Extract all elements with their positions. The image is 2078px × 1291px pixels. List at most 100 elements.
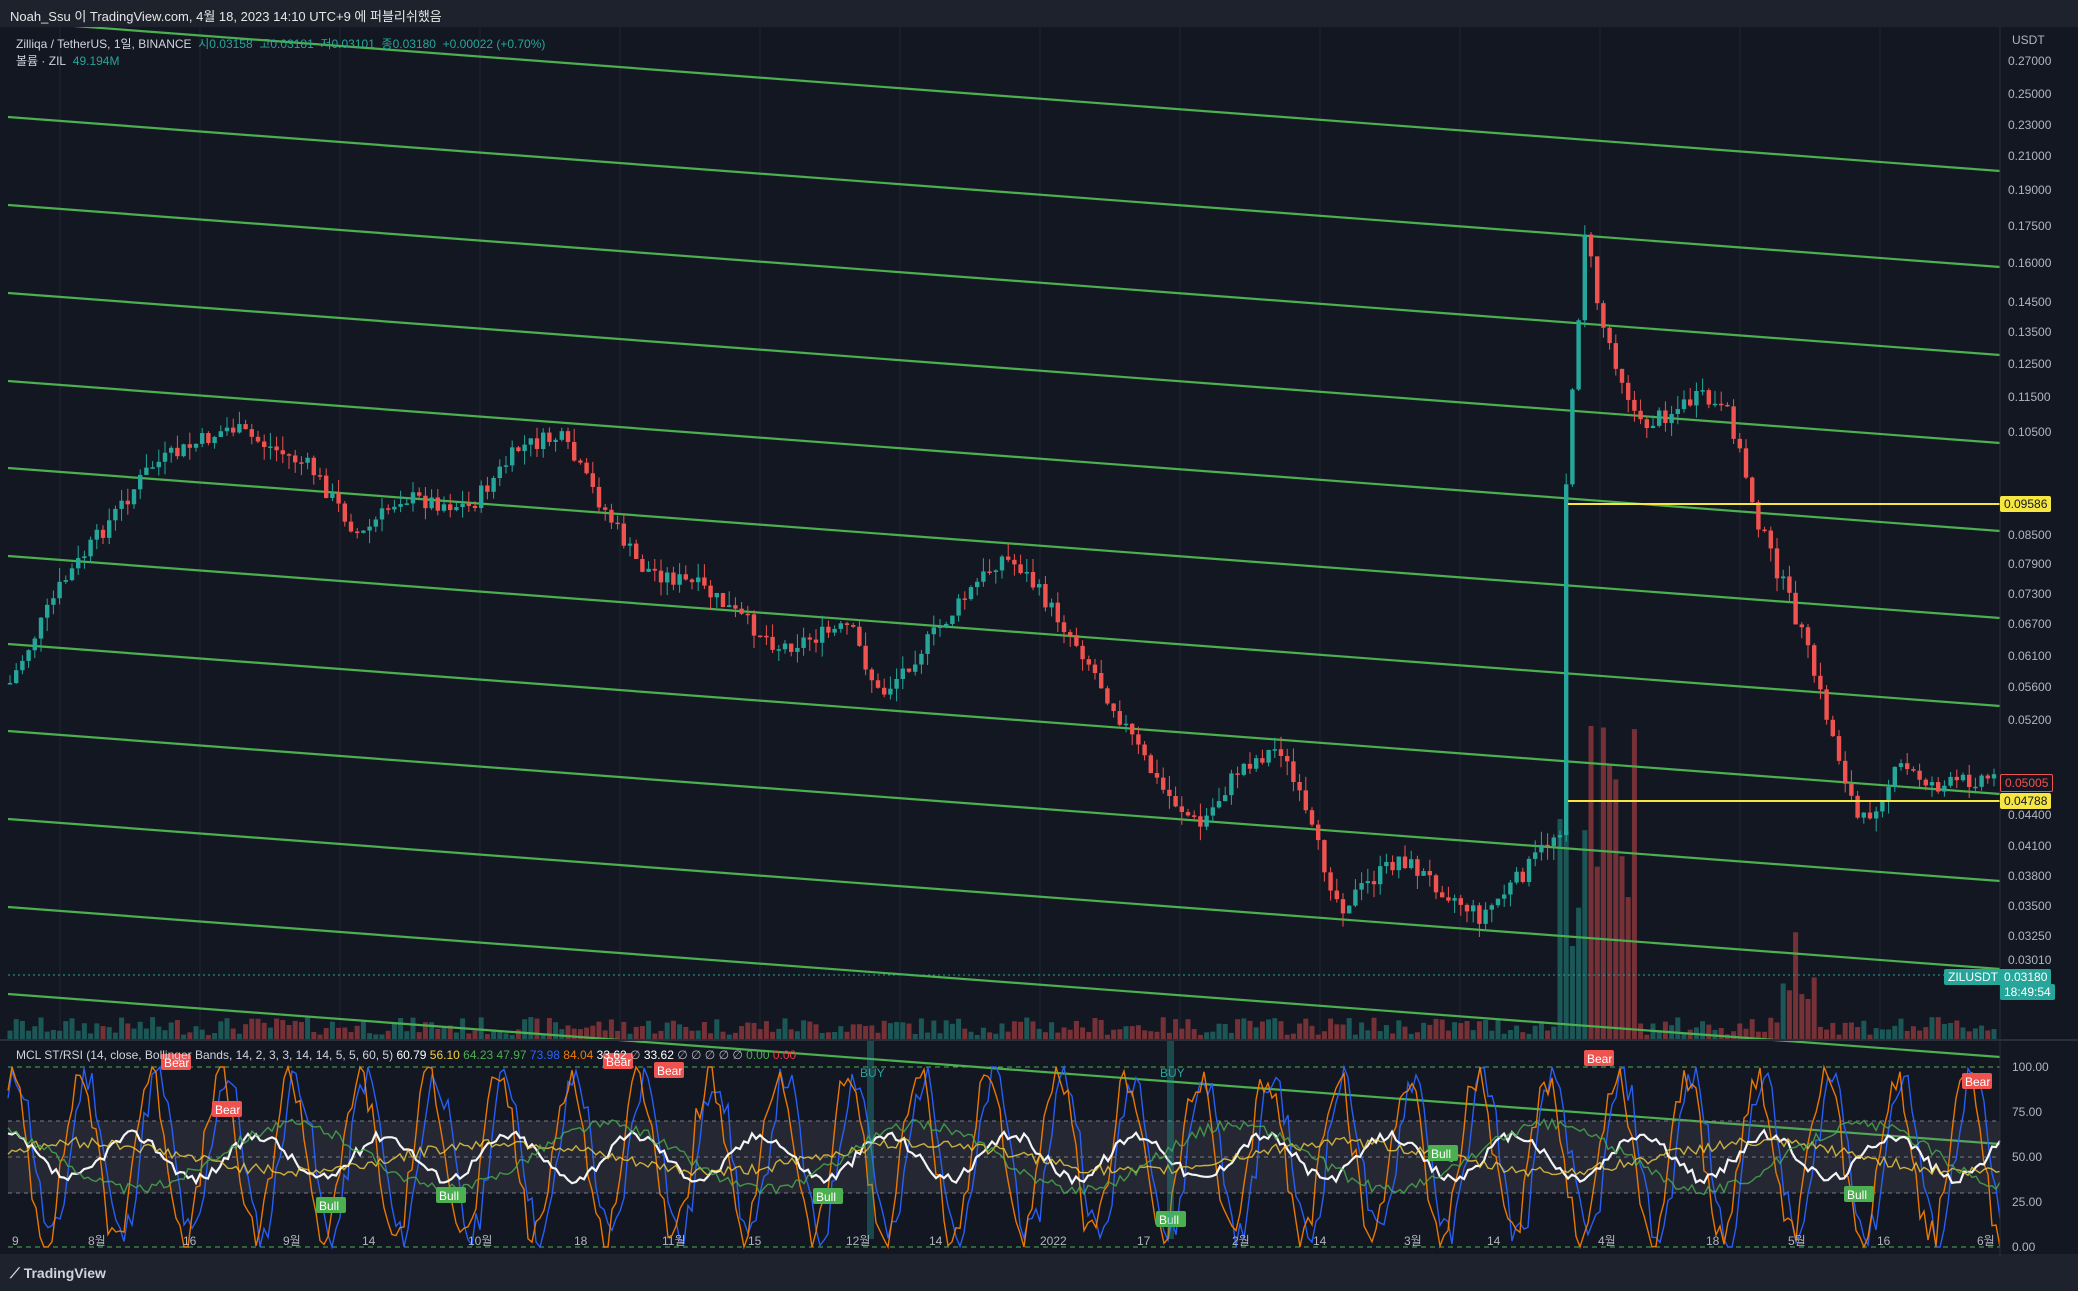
- candle-body: [63, 580, 68, 582]
- volume-bar: [274, 1018, 280, 1039]
- price-chart[interactable]: Bear Bear Bear Bear Bear Bear Bull Bull Bull Bull…: [0, 27, 2078, 1256]
- price-tick: 0.27000: [2008, 54, 2052, 68]
- candle-body: [1278, 749, 1284, 756]
- channel-line: [7, 817, 2001, 971]
- volume-bar: [1166, 1032, 1172, 1039]
- candle-body: [962, 598, 967, 600]
- volume-bar: [788, 1029, 794, 1039]
- candle-body: [1570, 389, 1575, 485]
- candle-body: [1142, 744, 1147, 756]
- volume-bar: [801, 1020, 807, 1039]
- volume-bar: [677, 1024, 683, 1039]
- volume-legend[interactable]: 볼륨 · ZIL 49.194M: [16, 52, 119, 69]
- volume-bar: [1173, 1019, 1179, 1039]
- volume-bar: [1030, 1021, 1036, 1039]
- candle-body: [1663, 410, 1668, 424]
- volume-bar: [720, 1031, 726, 1039]
- volume-bar: [491, 1029, 497, 1039]
- candle-body: [1359, 883, 1364, 890]
- volume-bar: [1824, 1029, 1830, 1039]
- candle-body: [634, 543, 639, 559]
- candle-body: [795, 647, 800, 652]
- volume-bar: [1297, 1023, 1303, 1039]
- volume-bar: [1439, 1019, 1445, 1039]
- volume-bar: [590, 1025, 596, 1039]
- candle-body: [1061, 622, 1067, 633]
- volume-bar: [714, 1019, 720, 1039]
- volume-bar: [621, 1021, 627, 1039]
- volume-bar: [1371, 1017, 1377, 1039]
- buy-signal-bar: [867, 1039, 874, 1239]
- volume-bar: [106, 1027, 112, 1039]
- candle-body: [293, 455, 298, 463]
- volume-bar: [1879, 1029, 1885, 1039]
- symbol-legend[interactable]: Zilliqa / TetherUS, 1일, BINANCE 시0.03158…: [16, 35, 545, 52]
- volume-bar: [1241, 1018, 1247, 1039]
- bull-signal-label: Bull: [816, 1190, 836, 1204]
- candle-body: [1564, 484, 1569, 836]
- candle-body: [572, 442, 577, 461]
- volume-bar: [1216, 1023, 1222, 1039]
- volume-bar: [943, 1020, 949, 1039]
- time-tick: 14: [1313, 1234, 1327, 1248]
- price-tick: 0.19000: [2008, 183, 2052, 197]
- volume-bar: [1495, 1020, 1501, 1039]
- candle-body: [1136, 734, 1141, 745]
- publish-note: Noah_Ssu 이 TradingView.com, 4월 18, 2023 …: [10, 9, 442, 24]
- candle-body: [1037, 584, 1042, 588]
- candle-body: [987, 571, 992, 573]
- volume-bar: [1817, 1026, 1823, 1039]
- volume-bar: [156, 1026, 162, 1039]
- volume-bar: [869, 1025, 875, 1039]
- candle-body: [7, 682, 13, 685]
- candle-body: [1973, 786, 1978, 789]
- price-tick: 0.03250: [2008, 929, 2052, 943]
- candle-body: [708, 585, 713, 598]
- indicator-legend[interactable]: MCL ST/RSI (14, close, Bollinger Bands, …: [16, 1048, 796, 1062]
- candle-body: [621, 523, 626, 546]
- candle-body: [820, 626, 825, 643]
- rsi-line: [7, 1128, 2001, 1186]
- volume-bar: [993, 1033, 999, 1039]
- candle-body: [32, 638, 37, 651]
- candle-body: [1843, 760, 1848, 784]
- candle-body: [1489, 905, 1494, 910]
- volume-bar: [528, 1017, 534, 1039]
- candle-body: [683, 574, 688, 580]
- candle-body: [1948, 776, 1953, 786]
- candle-body: [1204, 815, 1209, 827]
- candle-body: [1582, 234, 1587, 321]
- candle-body: [1514, 871, 1519, 883]
- candle-body: [745, 613, 750, 616]
- candle-body: [1173, 796, 1178, 807]
- time-tick: 14: [929, 1234, 943, 1248]
- candle-body: [1477, 905, 1482, 924]
- candle-body: [950, 615, 955, 624]
- candle-body: [1979, 775, 1984, 787]
- volume-bar: [1638, 1023, 1644, 1039]
- candle-body: [528, 438, 533, 445]
- candle-body: [1440, 892, 1445, 898]
- volume-bar: [844, 1031, 850, 1039]
- candle-body: [162, 452, 168, 462]
- candle-body: [1117, 711, 1122, 725]
- candle-body: [906, 668, 912, 672]
- candle-body: [1855, 795, 1860, 818]
- volume-bar: [925, 1032, 931, 1039]
- candle-body: [398, 504, 403, 507]
- candle-body: [1954, 776, 1959, 781]
- volume-bar: [881, 1020, 887, 1039]
- candle-body: [1291, 761, 1296, 783]
- tradingview-logo[interactable]: ⟋ TradingView: [10, 1265, 106, 1282]
- candle-body: [1390, 861, 1395, 871]
- volume-bar: [602, 1030, 608, 1039]
- volume-bar: [875, 1032, 881, 1039]
- time-tick: 6월: [1977, 1234, 1995, 1248]
- candle-body: [435, 497, 440, 511]
- low-label: 저: [320, 37, 332, 51]
- volume-bar: [646, 1020, 652, 1039]
- volume-bar: [1582, 830, 1588, 1039]
- candle-body: [857, 626, 862, 646]
- volume-bar: [125, 1023, 131, 1039]
- candle-body: [181, 444, 186, 457]
